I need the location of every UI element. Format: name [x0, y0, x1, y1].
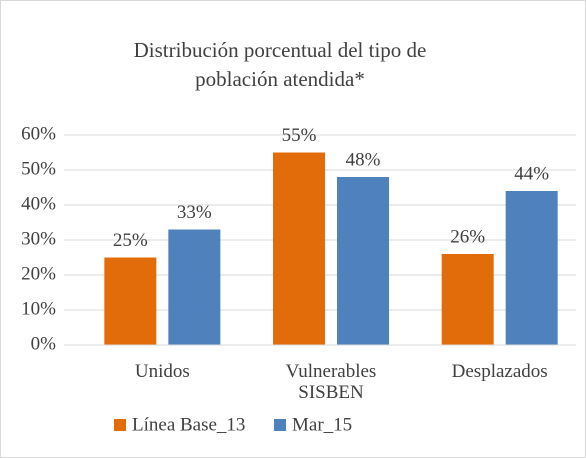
y-tick-label: 30%: [21, 228, 56, 249]
x-tick-label: Desplazados: [451, 361, 548, 382]
data-label: 48%: [346, 149, 381, 170]
bar: [441, 254, 494, 345]
legend-label: Mar_15: [292, 414, 352, 435]
y-tick-label: 0%: [31, 333, 57, 354]
legend-swatch: [274, 419, 286, 431]
bar: [273, 152, 325, 345]
y-tick-label: 50%: [21, 158, 56, 179]
x-tick-label: Unidos: [134, 361, 190, 382]
y-tick-label: 20%: [21, 263, 56, 284]
bar: [505, 191, 558, 345]
y-tick-label: 40%: [21, 193, 56, 214]
x-tick-label: Vulnerables SISBEN: [285, 361, 377, 403]
y-tick-label: 10%: [21, 298, 56, 319]
data-label: 44%: [514, 163, 549, 184]
bar: [104, 257, 157, 345]
data-label: 25%: [113, 230, 148, 251]
data-label: 26%: [450, 226, 485, 247]
bar: [337, 177, 389, 345]
legend-label: Línea Base_13: [132, 414, 245, 435]
legend-swatch: [114, 419, 126, 431]
data-label: 55%: [282, 125, 317, 146]
y-tick-label: 60%: [21, 123, 56, 144]
chart-title: Distribución porcentual del tipo de pobl…: [133, 38, 427, 91]
bar: [168, 229, 221, 345]
data-label: 33%: [177, 202, 212, 223]
